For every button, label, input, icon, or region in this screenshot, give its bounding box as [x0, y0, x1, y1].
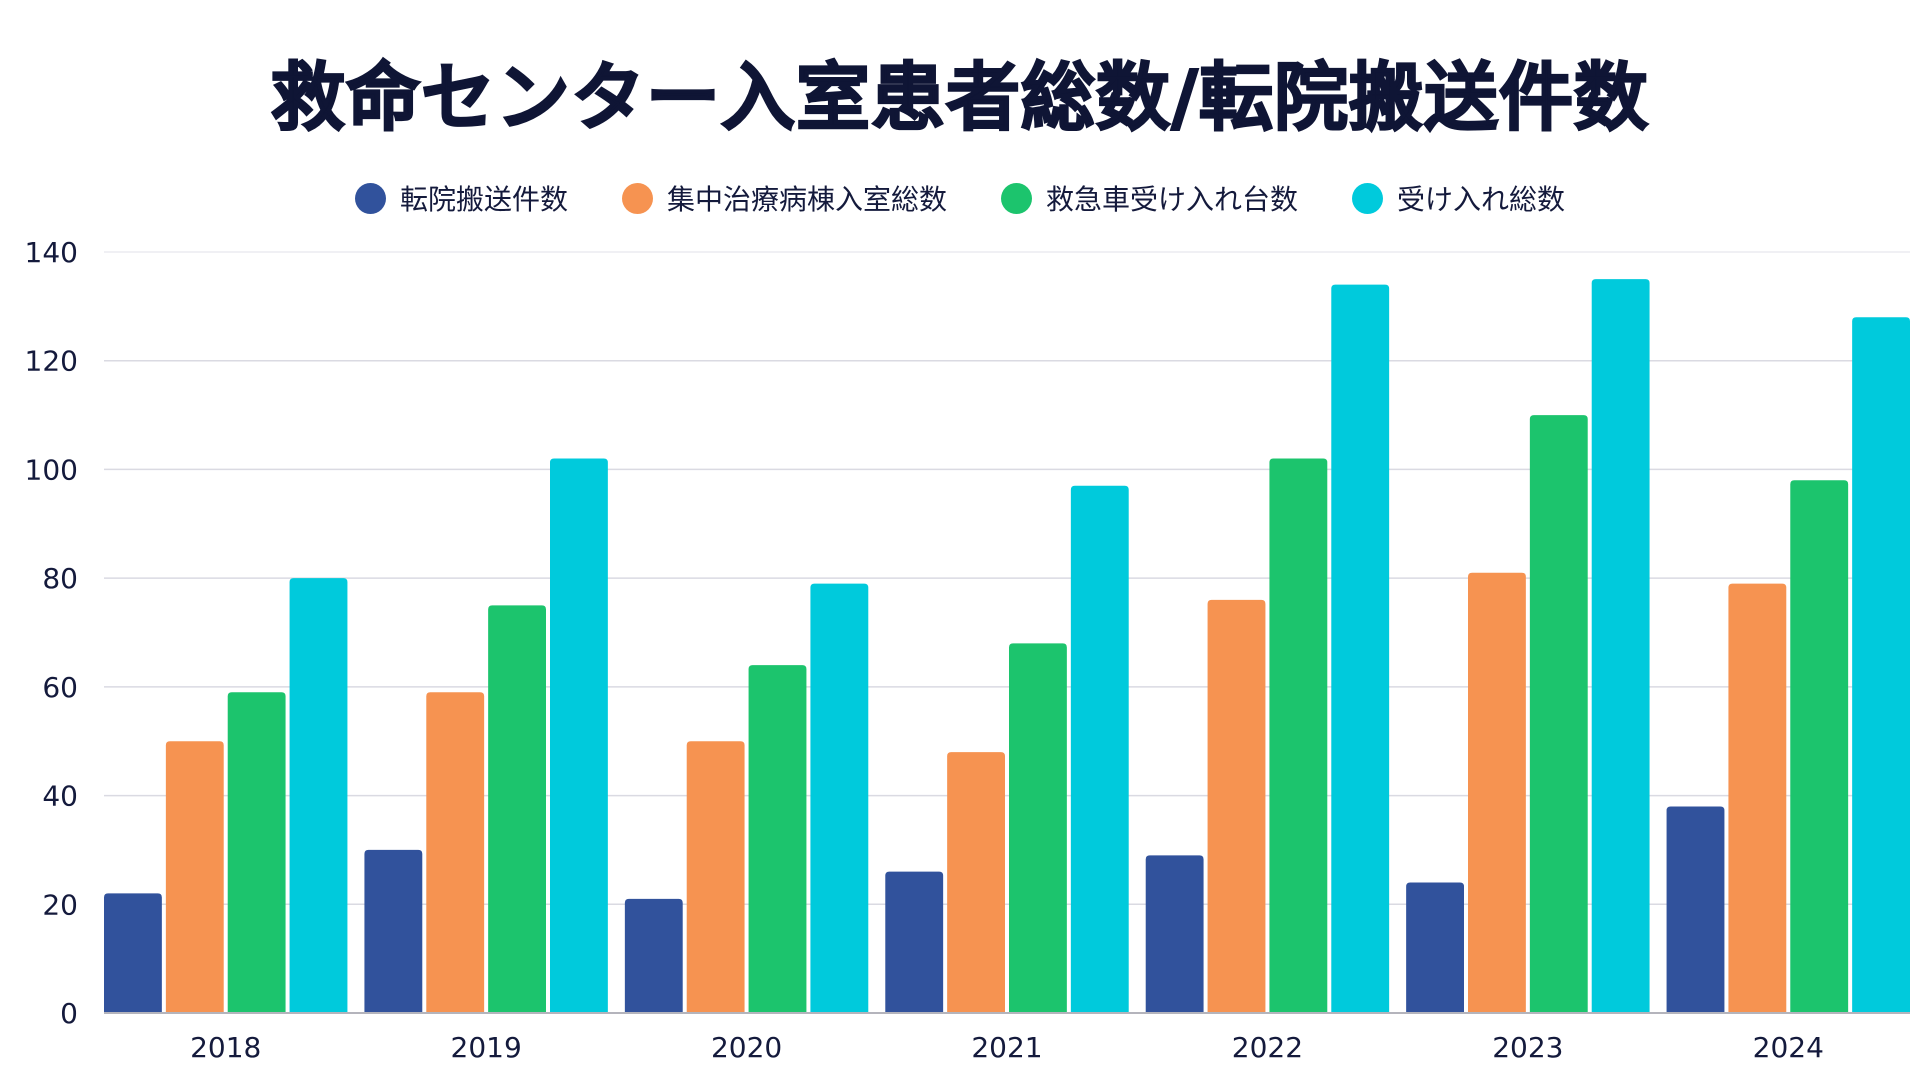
y-tick-label: 20 — [42, 888, 78, 921]
bar[interactable] — [1790, 480, 1849, 1013]
bar[interactable] — [1145, 855, 1204, 1013]
x-tick-label: 2018 — [190, 1031, 261, 1064]
legend-item[interactable]: 転院搬送件数 — [354, 178, 568, 218]
x-tick-label: 2019 — [451, 1031, 522, 1064]
bar[interactable] — [1070, 485, 1129, 1013]
y-tick-label: 60 — [42, 671, 78, 704]
bars — [104, 279, 1910, 1014]
y-tick-label: 100 — [25, 453, 78, 486]
bar[interactable] — [1728, 583, 1787, 1013]
bar[interactable] — [165, 741, 224, 1013]
legend-item[interactable]: 集中治療病棟入室総数 — [621, 178, 947, 218]
legend-marker-icon — [354, 182, 386, 214]
bar[interactable] — [947, 752, 1005, 1013]
bar[interactable] — [1009, 643, 1067, 1013]
x-tick-label: 2024 — [1753, 1031, 1824, 1064]
bar[interactable] — [748, 665, 807, 1013]
y-tick-label: 120 — [25, 345, 78, 378]
x-tick-label: 2022 — [1232, 1031, 1303, 1064]
bar[interactable] — [1269, 458, 1328, 1013]
bar[interactable] — [1852, 317, 1910, 1013]
y-axis: 0 20 40 60 80 100 120 140 — [25, 236, 78, 1030]
x-tick-label: 2023 — [1492, 1031, 1563, 1064]
bar[interactable] — [1468, 572, 1526, 1013]
x-tick-label: 2020 — [711, 1031, 782, 1064]
bar[interactable] — [810, 583, 869, 1013]
x-axis: 2018 2019 2020 2021 2022 2023 2024 — [104, 1012, 1910, 1064]
legend-item[interactable]: 受け入れ総数 — [1352, 178, 1565, 218]
bar[interactable] — [1331, 284, 1390, 1014]
legend-label: 転院搬送件数 — [399, 183, 568, 216]
bar[interactable] — [1529, 415, 1588, 1014]
legend-marker-icon — [1001, 182, 1032, 214]
legend-label: 集中治療病棟入室総数 — [666, 183, 947, 216]
chart-title: 救命センター入室患者総数/転院搬送件数 — [270, 54, 1650, 142]
bar[interactable] — [426, 692, 485, 1013]
legend: 転院搬送件数 集中治療病棟入室総数 救急車受け入れ台数 受け入れ総数 — [0, 178, 1920, 218]
y-tick-label: 80 — [42, 562, 78, 595]
legend-label: 救急車受け入れ台数 — [1046, 183, 1299, 216]
legend-item[interactable]: 救急車受け入れ台数 — [1001, 178, 1298, 218]
y-tick-label: 140 — [25, 236, 78, 269]
x-tick-label: 2021 — [971, 1031, 1042, 1064]
bar[interactable] — [1207, 599, 1266, 1013]
bar[interactable] — [624, 898, 683, 1013]
bar[interactable] — [686, 741, 745, 1013]
bar[interactable] — [885, 871, 944, 1013]
bar[interactable] — [289, 578, 348, 1013]
bar[interactable] — [488, 605, 546, 1013]
y-tick-label: 40 — [42, 780, 78, 813]
legend-marker-icon — [621, 182, 653, 214]
bar[interactable] — [1406, 882, 1464, 1013]
legend-label: 受け入れ総数 — [1397, 183, 1566, 216]
legend-marker-icon — [1352, 182, 1384, 214]
bar[interactable] — [104, 893, 162, 1013]
bar[interactable] — [1666, 806, 1725, 1013]
y-tick-label: 0 — [60, 997, 78, 1030]
bar[interactable] — [364, 849, 423, 1013]
bar[interactable] — [1591, 279, 1650, 1013]
bar[interactable] — [227, 692, 286, 1013]
bar[interactable] — [550, 458, 608, 1013]
